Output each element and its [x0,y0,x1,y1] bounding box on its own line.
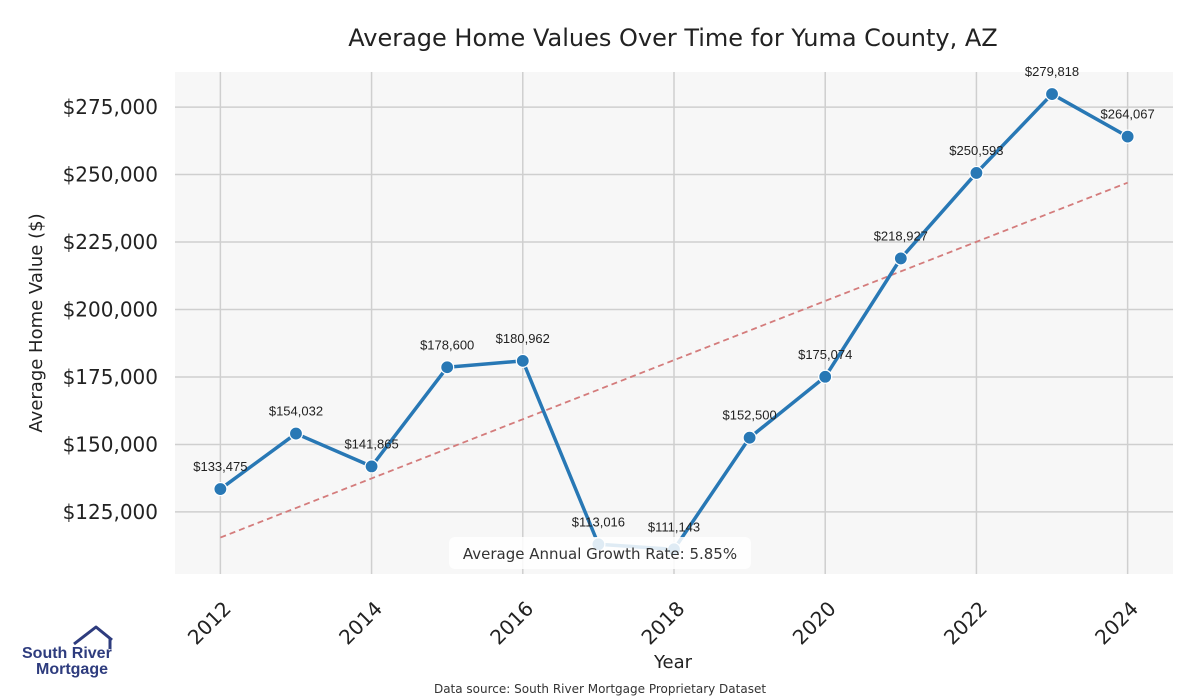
data-point [969,165,984,181]
trend-layer [220,181,1128,539]
growth-annotation-background [449,537,751,569]
data-label: $111,143 [648,519,700,534]
x-axis-ticks: 2012 2014 2016 2018 2020 2022 2024 [183,596,1143,649]
data-label: $133,475 [193,459,247,474]
data-point [440,360,455,375]
data-label: $250,593 [949,143,1003,158]
data-source-note: Data source: South River Mortgage Propri… [434,682,766,696]
data-label: $154,032 [269,404,323,419]
data-label: $175,074 [798,347,852,362]
y-tick-label: $175,000 [63,365,158,389]
x-tick-label: 2016 [485,596,538,649]
logo-text-line1: South River [22,645,112,662]
y-tick-label: $125,000 [63,500,158,524]
y-tick-label: $250,000 [63,163,158,187]
y-axis-ticks: $125,000 $150,000 $175,000 $200,000 $225,000… [63,95,158,524]
data-point [1044,86,1060,102]
trend-line [220,181,1128,539]
x-tick-label: 2024 [1090,596,1143,649]
grid [175,72,1173,574]
data-point [288,426,304,441]
data-label: $218,927 [874,228,928,243]
data-label: $180,962 [496,331,550,346]
data-point [742,430,757,445]
x-axis-title: Year [653,652,693,673]
data-point [893,251,908,266]
data-label: $141,865 [344,436,398,451]
south-river-mortgage-logo: South River Mortgage [22,625,113,678]
y-tick-label: $200,000 [63,298,158,322]
data-point [515,353,530,368]
chart-title: Average Home Values Over Time for Yuma C… [348,24,998,52]
x-tick-label: 2020 [788,596,841,649]
x-tick-label: 2018 [636,596,689,649]
logo-text-line2: Mortgage [36,661,108,678]
data-label: $113,016 [572,514,625,529]
y-tick-label: $150,000 [63,432,158,456]
data-point [364,459,379,474]
growth-annotation-box: Average Annual Growth Rate: 5.85% [449,537,751,569]
x-tick-label: 2014 [334,596,387,649]
data-labels: $133,475 $154,032 $141,865 $178,600 $180,962… [193,64,1155,534]
house-roof-icon [73,625,113,649]
y-tick-label: $225,000 [63,230,158,254]
x-tick-label: 2012 [183,596,236,649]
data-point [213,481,228,497]
data-label: $264,067 [1101,107,1155,122]
growth-annotation: Average Annual Growth Rate: 5.85% [463,545,737,563]
data-point [818,369,833,384]
x-tick-label: 2022 [939,596,992,649]
y-tick-label: $275,000 [63,95,158,119]
data-label: $152,500 [722,408,776,423]
data-label: $178,600 [420,337,474,352]
data-point [1120,129,1135,144]
data-label: $279,818 [1025,64,1079,79]
y-axis-title: Average Home Value ($) [26,213,47,432]
